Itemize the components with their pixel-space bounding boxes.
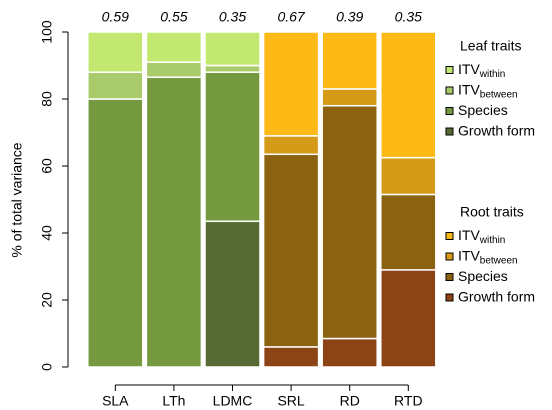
top-label: 0.59 bbox=[102, 9, 129, 25]
bar-segment bbox=[87, 98, 144, 368]
bar-segment bbox=[262, 153, 320, 348]
legend-subscript: within bbox=[479, 235, 506, 246]
y-tick-label: 40 bbox=[39, 225, 55, 241]
legend-label: ITVbetween bbox=[458, 247, 518, 266]
y-tick-label: 100 bbox=[39, 20, 55, 44]
top-label: 0.67 bbox=[277, 9, 305, 25]
bar-segment bbox=[87, 71, 144, 100]
legend-title: Root traits bbox=[460, 204, 524, 220]
x-tick-label: RD bbox=[340, 393, 360, 409]
legend-label: ITVwithin bbox=[458, 61, 505, 80]
bar-segment bbox=[145, 76, 203, 368]
y-tick-label: 60 bbox=[39, 158, 55, 174]
x-tick-label: RTD bbox=[394, 393, 423, 409]
bar-segment bbox=[321, 337, 378, 368]
legend-swatch bbox=[445, 293, 454, 302]
y-axis-label: % of total variance bbox=[9, 142, 25, 257]
legend-label: ITVwithin bbox=[458, 227, 505, 246]
bar-segment bbox=[204, 64, 261, 73]
legend-swatch bbox=[445, 86, 454, 95]
top-label: 0.55 bbox=[160, 9, 187, 25]
x-tick-label: LDMC bbox=[213, 393, 253, 409]
legend-label: Species bbox=[458, 102, 508, 118]
bar-segment bbox=[380, 156, 437, 196]
top-label: 0.35 bbox=[219, 9, 246, 25]
bar-segment bbox=[145, 31, 203, 63]
bar-segment bbox=[321, 88, 378, 107]
x-tick-label: SLA bbox=[102, 393, 129, 409]
bar-segment bbox=[145, 61, 203, 78]
y-tick-label: 20 bbox=[39, 292, 55, 308]
bar-segment bbox=[87, 31, 144, 73]
legend-name: ITV bbox=[458, 81, 480, 97]
bar-segment bbox=[380, 31, 437, 159]
legend-swatch bbox=[445, 127, 454, 136]
legend-subscript: within bbox=[479, 69, 506, 80]
top-label: 0.35 bbox=[395, 9, 422, 25]
legend-name: ITV bbox=[458, 227, 480, 243]
bar-segment bbox=[321, 31, 378, 90]
top-label: 0.39 bbox=[336, 9, 363, 25]
legend-title: Leaf traits bbox=[460, 38, 521, 54]
legend-swatch bbox=[445, 107, 454, 115]
legend-swatch bbox=[445, 232, 454, 240]
bar-segment bbox=[380, 269, 437, 368]
bar-segment bbox=[262, 31, 320, 137]
legend-label: Growth form bbox=[458, 288, 535, 304]
legend-name: ITV bbox=[458, 247, 480, 263]
legend-subscript: between bbox=[480, 89, 518, 100]
legend-swatch bbox=[445, 252, 454, 261]
bar-segment bbox=[204, 31, 261, 67]
legend-name: Species bbox=[458, 102, 508, 118]
legend-name: Growth form bbox=[458, 122, 535, 138]
y-tick-label: 80 bbox=[39, 91, 55, 107]
y-tick-label: 0 bbox=[39, 363, 55, 371]
x-tick-label: LTh bbox=[162, 393, 185, 409]
bar-segment bbox=[262, 346, 320, 368]
legend-name: Growth form bbox=[458, 288, 535, 304]
legend-subscript: between bbox=[480, 255, 518, 266]
bar-segment bbox=[262, 135, 320, 156]
bar-segment bbox=[380, 193, 437, 271]
bar-segment bbox=[321, 104, 378, 340]
x-tick-label: SRL bbox=[277, 393, 304, 409]
legend-label: ITVbetween bbox=[458, 81, 518, 100]
legend-name: Species bbox=[458, 268, 508, 284]
bar-segment bbox=[204, 220, 261, 368]
legend-swatch bbox=[445, 66, 454, 74]
bar-segment bbox=[204, 71, 261, 223]
legend-label: Species bbox=[458, 268, 508, 284]
legend-label: Growth form bbox=[458, 122, 535, 138]
legend-swatch bbox=[445, 273, 454, 281]
legend-name: ITV bbox=[458, 61, 480, 77]
